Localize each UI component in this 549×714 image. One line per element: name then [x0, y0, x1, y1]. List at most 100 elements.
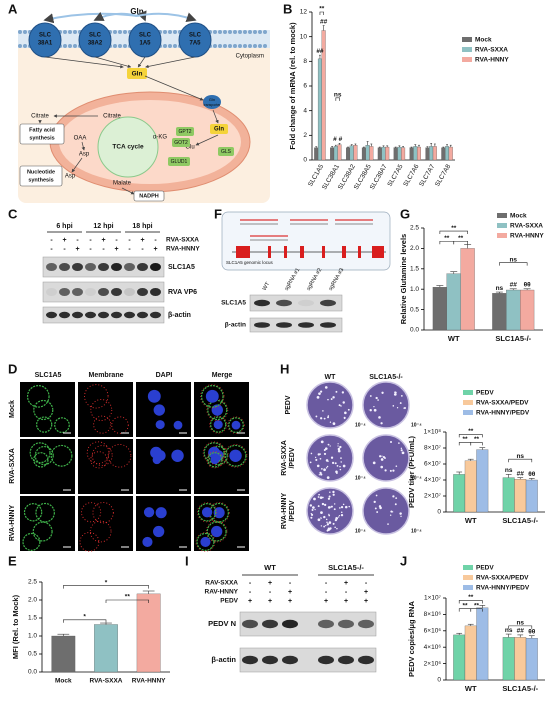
plaque [310, 513, 314, 516]
cell-signal [227, 416, 245, 434]
plaque [342, 503, 345, 506]
plaque [343, 416, 346, 419]
plaque [394, 503, 397, 506]
y-tick-label: 4×10⁶ [424, 644, 442, 651]
bar [432, 146, 437, 161]
lipid-head [113, 30, 117, 34]
micrograph [136, 439, 191, 494]
plaque [326, 465, 329, 468]
lane-label: WT [262, 281, 272, 292]
bar [401, 147, 406, 161]
blot-band [254, 299, 270, 307]
legend-swatch [463, 565, 473, 570]
treatment-sign: - [325, 580, 328, 587]
plaque [320, 440, 324, 444]
nucleus [173, 420, 183, 430]
treatment-sign: - [128, 237, 131, 244]
plaque [339, 465, 341, 468]
lipid-head [238, 44, 242, 48]
blot-band [124, 311, 135, 319]
nucleus [171, 449, 184, 462]
cell-signal [33, 399, 54, 421]
plaque [329, 421, 332, 423]
treatment-sign: - [115, 237, 118, 244]
panel-letter: I [185, 553, 189, 568]
treatment-sign: - [128, 246, 131, 253]
condition-label: /PEDV [289, 500, 296, 521]
y-tick-label: 0.5 [410, 306, 419, 313]
genotype-label: WT [264, 563, 276, 572]
plaque [321, 496, 324, 499]
lipid-head [23, 30, 27, 34]
cell-signal [92, 502, 114, 524]
cell-signal [50, 444, 73, 467]
y-tick-label: 2.0 [410, 245, 419, 252]
treatment-sign: - [365, 580, 368, 587]
bar [506, 289, 521, 331]
plaque [330, 398, 333, 400]
plaque [320, 417, 323, 420]
legend-label: RVA-HNNY/PEDV [476, 585, 530, 592]
y-tick-label: 1×10⁷ [424, 595, 442, 602]
design-box [221, 211, 391, 271]
treatment-sign: + [288, 598, 292, 605]
plaque [320, 511, 323, 515]
nucleus [155, 420, 165, 430]
micrograph [194, 439, 249, 494]
protein-label: RVA VP6 [168, 289, 197, 296]
nucleus [200, 536, 211, 547]
bar [448, 146, 453, 161]
blot-strip [239, 611, 377, 637]
plaque [380, 465, 384, 469]
plaque [314, 508, 316, 511]
treatment-sign: + [364, 589, 368, 596]
plaque [319, 457, 322, 460]
y-tick-label: 1×10⁸ [424, 429, 442, 436]
plaque [334, 519, 338, 522]
plaque [335, 390, 338, 393]
plaque [336, 527, 338, 530]
transporter-label: SLC [39, 33, 52, 39]
exon [268, 246, 271, 258]
plaque [314, 456, 317, 459]
plaque [381, 391, 384, 394]
plaque [323, 417, 326, 420]
bar [460, 248, 475, 331]
y-tick-label: 10 [300, 33, 308, 40]
y-tick-label: 8 [303, 58, 307, 65]
plaque [376, 511, 379, 513]
blot-band [85, 288, 96, 296]
plaque [369, 409, 372, 412]
bar [393, 147, 398, 161]
plate [362, 381, 410, 429]
significance-bracket [335, 97, 340, 101]
plaque [325, 524, 327, 527]
lipid-head [118, 30, 122, 34]
nucleus [155, 507, 167, 519]
legend-label: RVA-SXXA [475, 47, 508, 54]
legend-swatch [462, 37, 472, 42]
flux-arrow [144, 75, 204, 101]
plaque [323, 452, 327, 456]
timepoint-label: 12 hpi [93, 223, 113, 230]
tca-cycle [97, 116, 159, 178]
nucleus [147, 389, 161, 403]
bar [502, 637, 515, 681]
plaque [389, 514, 392, 516]
legend-swatch [463, 575, 473, 580]
bar [51, 635, 76, 673]
significance-bracket [319, 11, 324, 15]
transporter-label: SLC [89, 33, 102, 39]
nucleus [153, 404, 165, 416]
significance-label: ** [474, 602, 480, 609]
locus-label: SLC1A5 genomic locus [226, 260, 274, 265]
y-tick-label: 1.5 [28, 615, 37, 622]
bar [441, 147, 446, 161]
cell-signal [23, 503, 43, 522]
lane-label: sgRNA #3 [328, 267, 346, 291]
legend-swatch [497, 213, 507, 218]
blot-band [298, 299, 314, 307]
lipid-head [223, 44, 227, 48]
cell-signal [228, 417, 244, 433]
